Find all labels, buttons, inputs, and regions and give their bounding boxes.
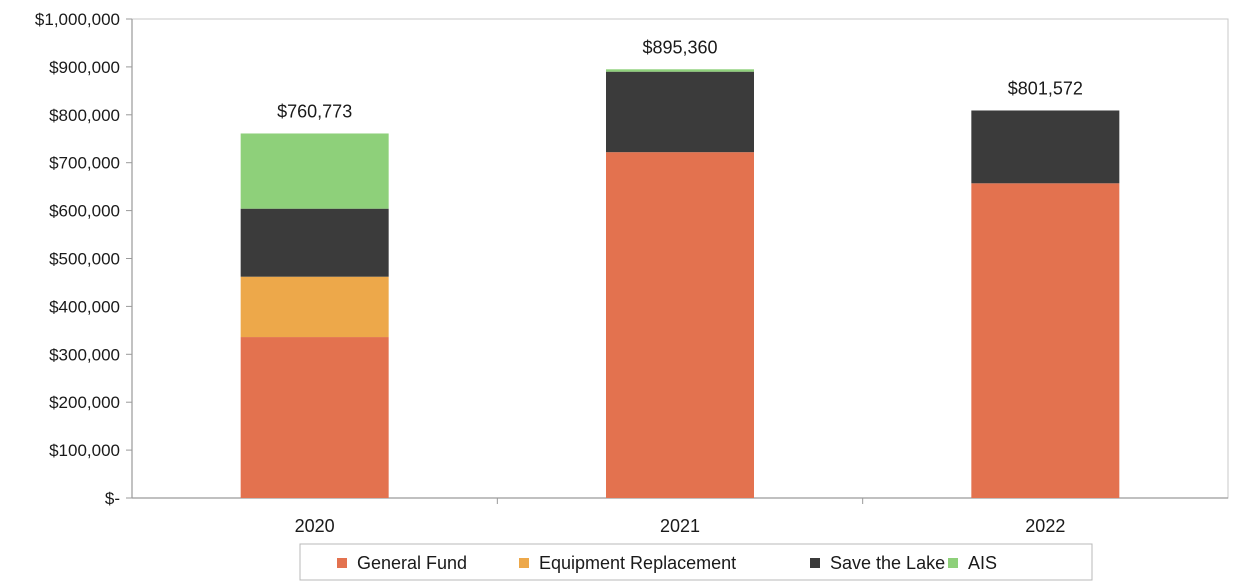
- bar-save-the-lake-2022: [971, 110, 1120, 184]
- legend-label-general-fund: General Fund: [357, 553, 467, 573]
- legend: General Fund Equipment Replacement Save th…: [299, 543, 1093, 581]
- y-tick-label: $-: [105, 489, 120, 508]
- bar-general-fund-2020: [240, 337, 389, 498]
- legend-label-ais: AIS: [968, 553, 997, 573]
- total-label-2020: $760,773: [277, 101, 352, 121]
- legend-label-save-the-lake: Save the Lake: [830, 553, 945, 573]
- total-label-2022: $801,572: [1008, 78, 1083, 98]
- y-tick-label: $900,000: [49, 58, 120, 77]
- y-tick-label: $400,000: [49, 297, 120, 316]
- legend-label-equipment-replacement: Equipment Replacement: [539, 553, 736, 573]
- legend-swatch-equipment-replacement: [519, 558, 529, 568]
- labels: $760,773 2020 $895,360 2021 $801,572 2022: [277, 37, 1083, 536]
- y-tick-label: $200,000: [49, 393, 120, 412]
- legend-swatch-save-the-lake: [810, 558, 820, 568]
- bars: [240, 69, 1120, 499]
- y-tick-label: $600,000: [49, 202, 120, 221]
- x-tick-label-2021: 2021: [660, 516, 700, 536]
- bar-general-fund-2021: [606, 152, 754, 499]
- y-tick-label: $500,000: [49, 250, 120, 269]
- legend-swatch-general-fund: [337, 558, 347, 568]
- bar-save-the-lake-2021: [606, 71, 754, 153]
- y-tick-label: $100,000: [49, 441, 120, 460]
- y-tick-label: $700,000: [49, 154, 120, 173]
- legend-box: [299, 543, 1093, 581]
- bar-ais-2021: [606, 69, 754, 72]
- bar-general-fund-2022: [971, 183, 1120, 498]
- axes: $- $100,000 $200,000 $300,000 $400,000 $500,0…: [35, 10, 1229, 508]
- legend-swatch-ais: [948, 558, 958, 568]
- y-tick-label: $300,000: [49, 345, 120, 364]
- bar-ais-2020: [240, 133, 389, 209]
- bar-equipment-replacement-2020: [240, 276, 389, 338]
- total-label-2021: $895,360: [642, 37, 717, 57]
- bar-save-the-lake-2020: [240, 208, 389, 277]
- x-tick-label-2022: 2022: [1025, 516, 1065, 536]
- y-tick-label: $1,000,000: [35, 10, 120, 29]
- y-tick-label: $800,000: [49, 106, 120, 125]
- x-tick-label-2020: 2020: [295, 516, 335, 536]
